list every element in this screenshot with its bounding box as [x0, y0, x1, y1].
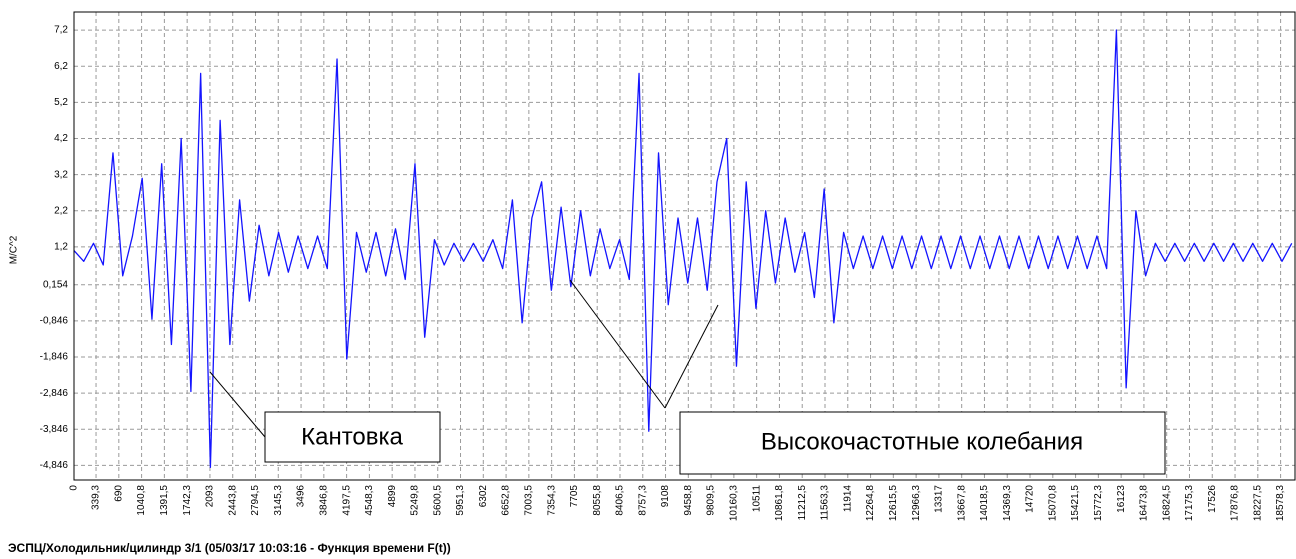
x-tick-label: 8055,8 [592, 485, 603, 516]
x-tick-label: 16473,8 [1139, 485, 1150, 522]
x-tick-label: 9458,8 [683, 485, 694, 516]
x-tick-label: 18578,3 [1275, 485, 1286, 522]
y-tick-label: -0,846 [40, 315, 69, 326]
x-tick-label: 4548,3 [364, 485, 375, 516]
x-tick-label: 10160,3 [729, 485, 740, 522]
x-tick-label: 8757,3 [637, 485, 648, 516]
y-tick-label: 2,2 [54, 205, 68, 216]
x-tick-label: 3496 [296, 485, 307, 508]
plot-border [73, 11, 1296, 481]
x-tick-label: 17876,8 [1230, 485, 1241, 522]
y-tick-label: 7,2 [54, 25, 68, 36]
y-tick-label: -4,846 [40, 460, 69, 471]
y-tick-label: 4,2 [54, 133, 68, 144]
x-tick-label: 4197,5 [341, 485, 352, 516]
x-tick-label: 5249,8 [410, 485, 421, 516]
x-tick-label: 14720 [1025, 485, 1036, 513]
x-tick-label: 12615,5 [888, 485, 899, 522]
plot [73, 29, 1293, 468]
x-tick-label: 14018,5 [979, 485, 990, 522]
x-tick-label: 1040,8 [136, 485, 147, 516]
x-tick-label: 17526 [1207, 485, 1218, 513]
x-tick-label: 0 [69, 485, 80, 491]
leader-line [209, 371, 266, 438]
x-tick-label: 3846,8 [318, 485, 329, 516]
x-tick-label: 2093 [205, 485, 216, 508]
x-tick-label: 12264,8 [865, 485, 876, 522]
y-tick-label: 3,2 [54, 169, 68, 180]
x-tick-label: 2443,8 [227, 485, 238, 516]
x-tick-label: 10511 [751, 485, 762, 513]
x-tick-label: 7705 [569, 485, 580, 508]
x-tick-label: 4899 [387, 485, 398, 508]
annotation-box [264, 411, 441, 463]
x-tick-label: 15070,8 [1047, 485, 1058, 522]
y-tick-label: 5,2 [54, 97, 68, 108]
grid [73, 12, 1295, 480]
x-tick-label: 6652,8 [501, 485, 512, 516]
x-tick-label: 11563,3 [820, 485, 831, 521]
annotation-box [679, 411, 1166, 475]
x-tick-label: 1742,3 [182, 485, 193, 516]
x-tick-label: 5600,5 [432, 485, 443, 516]
annotation: Кантовка [301, 423, 403, 450]
x-tick-label: 7003,5 [523, 485, 534, 516]
x-tick-label: 16824,5 [1161, 485, 1172, 522]
chart-title: ЭСПЦ/Холодильник/цилиндр 3/1 (05/03/17 1… [8, 541, 451, 555]
x-tick-label: 13317 [934, 485, 945, 513]
x-tick-label: 5951,3 [455, 485, 466, 516]
y-axis-label: М/С^2 [9, 235, 20, 264]
x-tick-label: 6302 [478, 485, 489, 508]
leader-line [569, 279, 666, 409]
x-tick-label: 2794,5 [250, 485, 261, 516]
x-tick-label: 11212,5 [797, 485, 808, 521]
x-tick-label: 9108 [660, 485, 671, 508]
x-tick-label: 11914 [842, 485, 853, 513]
x-tick-label: 1391,5 [159, 485, 170, 516]
signal-line [73, 29, 1293, 468]
x-tick-label: 7354,3 [546, 485, 557, 516]
x-tick-label: 10861,8 [774, 485, 785, 522]
y-tick-label: 1,2 [54, 242, 68, 253]
y-tick-label: -3,846 [40, 424, 69, 435]
annotation: Высокочастотные колебания [761, 428, 1083, 455]
y-tick-label: 6,2 [54, 61, 68, 72]
x-tick-label: 8406,5 [615, 485, 626, 516]
x-tick-label: 14369,3 [1002, 485, 1013, 522]
x-tick-label: 17175,3 [1184, 485, 1195, 522]
x-tick-label: 12966,3 [911, 485, 922, 522]
x-tick-label: 3145,3 [273, 485, 284, 516]
x-tick-label: 339,3 [91, 485, 102, 510]
y-tick-label: -1,846 [40, 352, 69, 363]
x-tick-label: 9809,5 [706, 485, 717, 516]
x-tick-label: 15772,3 [1093, 485, 1104, 522]
y-tick-label: 0,154 [43, 279, 68, 290]
x-tick-label: 15421,5 [1070, 485, 1081, 522]
x-tick-label: 18227,5 [1252, 485, 1263, 522]
y-tick-label: -2,846 [40, 388, 69, 399]
x-tick-label: 16123 [1116, 485, 1127, 513]
x-tick-label: 690 [113, 485, 124, 502]
leader-line [664, 304, 719, 409]
x-tick-label: 13667,8 [956, 485, 967, 522]
